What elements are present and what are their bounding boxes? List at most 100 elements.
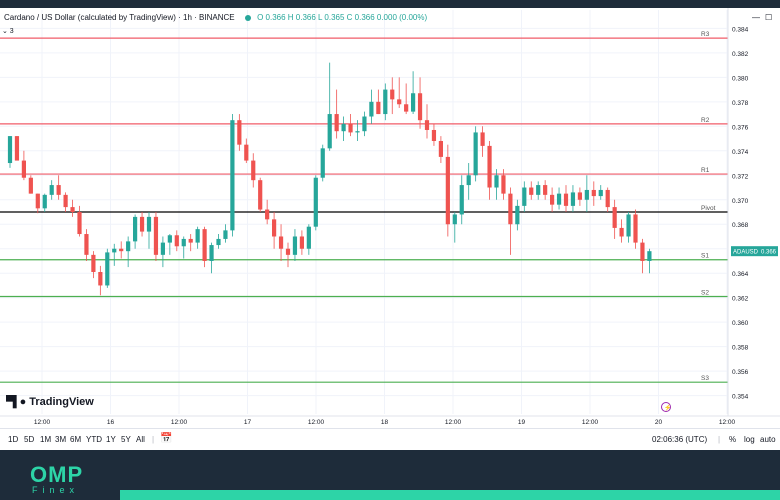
candle-body bbox=[536, 185, 541, 195]
legend-collapse-toggle[interactable]: ⌄ 3 bbox=[2, 28, 14, 35]
candle-body bbox=[28, 177, 33, 194]
range-5d[interactable]: 5D bbox=[24, 435, 35, 444]
candle-body bbox=[313, 177, 318, 227]
candle-body bbox=[56, 185, 61, 195]
candle-body bbox=[529, 187, 534, 195]
candle-body bbox=[153, 216, 159, 255]
candle-body bbox=[320, 148, 325, 178]
candle-body bbox=[341, 123, 346, 132]
candle-body bbox=[14, 136, 20, 161]
event-marker-icon bbox=[661, 402, 671, 412]
candle-body bbox=[278, 236, 284, 249]
level-label-s3: S3 bbox=[701, 375, 709, 382]
symbol-title[interactable]: Cardano / US Dollar (calculated by Tradi… bbox=[4, 13, 235, 22]
candle-body bbox=[376, 101, 381, 115]
candle-body bbox=[619, 227, 624, 237]
candle-body bbox=[543, 185, 548, 195]
divider-2: | bbox=[718, 435, 721, 444]
x-tick-label: 18 bbox=[381, 419, 389, 426]
range-all[interactable]: All bbox=[136, 435, 145, 444]
candle-body bbox=[383, 89, 388, 115]
candle-body bbox=[188, 238, 193, 243]
x-tick-label: 12:00 bbox=[171, 419, 188, 426]
candle-body bbox=[522, 187, 527, 206]
candle-body bbox=[626, 214, 631, 237]
candle-body bbox=[230, 120, 235, 231]
y-tick-label: 0.354 bbox=[732, 394, 749, 401]
footer-accent-band bbox=[120, 490, 780, 500]
candle-body bbox=[417, 93, 423, 121]
candle-body bbox=[404, 104, 409, 112]
candle-body bbox=[431, 129, 437, 141]
candle-body bbox=[334, 114, 339, 132]
candle-body bbox=[251, 160, 256, 181]
tradingview-logo-text: TradingView bbox=[29, 396, 94, 408]
candle-body bbox=[84, 234, 89, 255]
event-marker-glyph: ⚡ bbox=[664, 404, 671, 412]
range-5y[interactable]: 5Y bbox=[121, 435, 131, 444]
candle-body bbox=[480, 132, 485, 146]
symbol-legend[interactable]: Cardano / US Dollar (calculated by Tradi… bbox=[4, 13, 427, 22]
candle-body bbox=[355, 131, 360, 133]
candle-series bbox=[7, 62, 652, 296]
candle-body bbox=[265, 209, 270, 220]
candle-body bbox=[459, 185, 464, 215]
range-6m[interactable]: 6M bbox=[70, 435, 82, 444]
last-price-value: 0.366 bbox=[761, 250, 777, 256]
tradingview-logo[interactable]: ▀▌● TradingView bbox=[6, 396, 94, 408]
y-tick-label: 0.370 bbox=[732, 198, 749, 205]
brand-logo: OMP bbox=[30, 462, 84, 487]
level-label-pivot: Pivot bbox=[701, 205, 716, 212]
candle-body bbox=[42, 194, 47, 209]
candle-body bbox=[550, 194, 555, 205]
candle-body bbox=[591, 189, 596, 197]
footer-banner bbox=[0, 450, 780, 500]
candle-body bbox=[49, 185, 54, 195]
range-1y[interactable]: 1Y bbox=[106, 435, 116, 444]
x-tick-label: 20 bbox=[655, 419, 663, 426]
date-range-icon[interactable]: 📅 bbox=[160, 433, 173, 444]
candle-body bbox=[487, 145, 492, 188]
last-price-badge bbox=[731, 246, 778, 257]
candle-body bbox=[369, 101, 374, 117]
maximize-icon[interactable]: ☐ bbox=[765, 13, 773, 22]
percent-toggle[interactable]: % bbox=[729, 435, 737, 444]
range-1m[interactable]: 1M bbox=[40, 435, 52, 444]
candle-body bbox=[112, 248, 117, 253]
candle-body bbox=[445, 156, 450, 225]
minimize-icon[interactable]: — bbox=[752, 13, 760, 22]
candle-body bbox=[584, 189, 589, 200]
candle-body bbox=[508, 193, 513, 225]
pivot-levels: R3 R2 R1 Pivot S1 S2 S3 bbox=[0, 31, 728, 383]
candle-body bbox=[223, 230, 228, 239]
y-tick-label: 0.382 bbox=[732, 51, 749, 58]
candle-body bbox=[633, 214, 638, 243]
chart-area[interactable]: R3 R2 R1 Pivot S1 S2 S3 0.384 0.382 0.380 0.378 0.… bbox=[0, 8, 780, 428]
range-1d[interactable]: 1D bbox=[8, 435, 19, 444]
candle-body bbox=[258, 180, 263, 210]
tradingview-mark-icon: ▀▌● bbox=[6, 396, 26, 408]
top-strip bbox=[0, 0, 780, 8]
candle-body bbox=[612, 207, 617, 228]
x-tick-label: 12:00 bbox=[34, 419, 51, 426]
candle-body bbox=[570, 192, 576, 206]
candle-body bbox=[209, 245, 214, 261]
candle-body bbox=[195, 229, 200, 243]
log-toggle[interactable]: log bbox=[744, 435, 755, 444]
auto-toggle[interactable]: auto bbox=[760, 435, 776, 444]
range-ytd[interactable]: YTD bbox=[86, 435, 102, 444]
candle-body bbox=[216, 238, 221, 246]
candle-body bbox=[362, 116, 367, 132]
candle-body bbox=[390, 89, 395, 100]
x-tick-label: 16 bbox=[107, 419, 115, 426]
candle-body bbox=[348, 123, 353, 133]
candle-body bbox=[98, 271, 103, 286]
chart-axes: 0.384 0.382 0.380 0.378 0.376 0.374 0.372 0.370… bbox=[0, 8, 780, 426]
level-label-r3: R3 bbox=[701, 31, 710, 38]
candle-body bbox=[63, 194, 68, 208]
clock-time[interactable]: 02:06:36 (UTC) bbox=[652, 435, 708, 444]
candle-body bbox=[237, 120, 242, 145]
range-3m[interactable]: 3M bbox=[55, 435, 67, 444]
candle-body bbox=[515, 205, 520, 225]
